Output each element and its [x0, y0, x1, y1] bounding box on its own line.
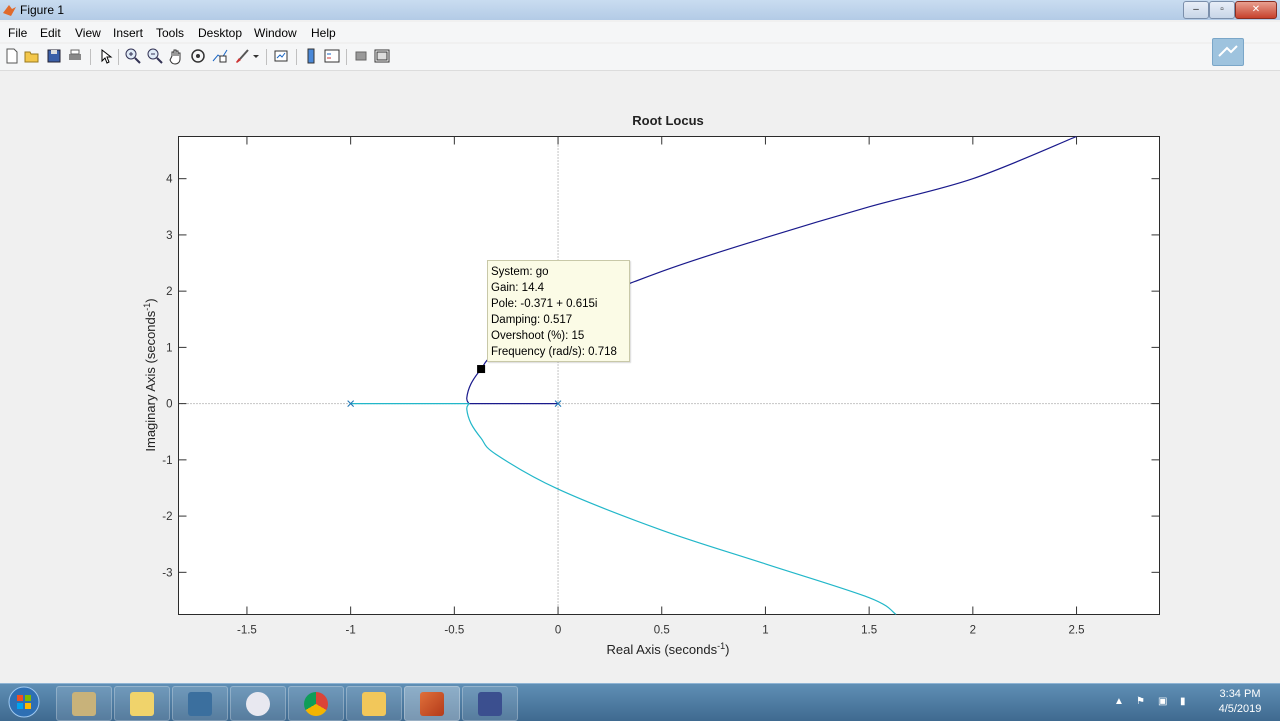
datatip-pole: Pole: -0.371 + 0.615i — [491, 298, 598, 310]
menu-desktop[interactable]: Desktop — [198, 26, 243, 40]
toolbar-separator — [90, 49, 91, 65]
menu-bar: File Edit View Insert Tools Desktop Wind… — [0, 22, 1280, 42]
rotate-icon[interactable] — [189, 47, 207, 65]
datatip-box[interactable]: System: go Gain: 14.4 Pole: -0.371 + 0.6… — [487, 260, 630, 362]
maximize-button[interactable]: ▫ — [1209, 1, 1235, 19]
menu-file[interactable]: File — [8, 26, 28, 40]
locus-branch-2[interactable] — [350, 403, 897, 615]
x-tick-label: 0.5 — [654, 625, 670, 637]
link-icon[interactable] — [272, 47, 290, 65]
y-tick-label: 2 — [166, 286, 172, 298]
matlab-logo-icon — [3, 5, 16, 16]
datatip-marker[interactable] — [477, 365, 486, 374]
y-tick-label: -1 — [162, 455, 172, 467]
taskbar: ▲ ⚑ ▣ ▮ 3:34 PM 4/5/2019 — [0, 683, 1280, 721]
y-tick-label: -2 — [162, 511, 172, 523]
x-axis-label: Real Axis (seconds-1) — [607, 641, 730, 657]
menu-tools[interactable]: Tools — [156, 26, 185, 40]
menu-edit[interactable]: Edit — [40, 26, 61, 40]
y-tick-label: 0 — [166, 399, 172, 411]
file-manager-icon — [188, 692, 212, 716]
print-icon[interactable] — [66, 47, 84, 65]
hide-plot-tools-icon[interactable] — [352, 47, 370, 65]
datatip-gain: Gain: 14.4 — [491, 282, 545, 294]
matlab-icon — [420, 692, 444, 716]
taskbar-app-matlab[interactable] — [404, 686, 460, 721]
pole-marker[interactable] — [347, 400, 355, 408]
save-icon[interactable] — [45, 47, 63, 65]
y-tick-label: 4 — [166, 174, 173, 186]
axes-area[interactable] — [178, 136, 1160, 615]
system-clock[interactable]: 3:34 PM 4/5/2019 — [1205, 687, 1275, 717]
dock-figure-button[interactable] — [1212, 38, 1244, 66]
y-tick-label: -3 — [162, 567, 172, 579]
x-tick-label: 2 — [970, 625, 976, 637]
clock-time: 3:34 PM — [1219, 688, 1261, 700]
title-bar: Figure 1 – ▫ ✕ — [0, 0, 1280, 20]
x-tick-label: -1 — [346, 625, 356, 637]
taskbar-app-itunes[interactable] — [230, 686, 286, 721]
action-center-icon[interactable]: ⚑ — [1136, 696, 1145, 707]
taskbar-app-chrome[interactable] — [288, 686, 344, 721]
menu-help[interactable]: Help — [311, 26, 336, 40]
menu-view[interactable]: View — [75, 26, 101, 40]
chart-title: Root Locus — [632, 113, 704, 128]
new-figure-icon[interactable] — [3, 47, 21, 65]
x-tick-label: 2.5 — [1069, 625, 1085, 637]
window-title: Figure 1 — [20, 3, 65, 17]
x-tick-label: 0 — [555, 625, 561, 637]
volume-icon[interactable]: ▮ — [1180, 696, 1186, 707]
taskbar-app-files[interactable] — [172, 686, 228, 721]
taskbar-app-library[interactable] — [56, 686, 112, 721]
figure-canvas: Root Locus -1.5 -1 -0.5 0 0.5 1 1.5 2 2.5 4 3 2 1 0 -1… — [0, 71, 1280, 683]
y-tick-label: 3 — [166, 230, 172, 242]
folder-icon — [130, 692, 154, 716]
zoom-in-icon[interactable] — [124, 47, 142, 65]
datatip-system: System: go — [491, 266, 549, 278]
toolbar-separator — [296, 49, 297, 65]
datatip-damping: Damping: 0.517 — [491, 314, 573, 326]
explorer-icon — [362, 692, 386, 716]
colorbar-icon[interactable] — [302, 47, 320, 65]
close-button[interactable]: ✕ — [1235, 1, 1277, 19]
menu-insert[interactable]: Insert — [113, 26, 144, 40]
legend-icon[interactable] — [323, 47, 341, 65]
show-plot-tools-icon[interactable] — [373, 47, 391, 65]
recorder-icon — [478, 692, 502, 716]
data-cursor-icon[interactable] — [211, 47, 229, 65]
start-button-icon[interactable] — [4, 685, 44, 720]
brush-icon[interactable] — [233, 47, 251, 65]
minimize-button[interactable]: – — [1183, 1, 1209, 19]
chevron-down-icon[interactable] — [251, 47, 261, 65]
y-tick-label: 1 — [166, 342, 172, 354]
datatip-overshoot: Overshoot (%): 15 — [491, 330, 585, 342]
toolbar-separator — [118, 49, 119, 65]
root-locus-chart[interactable]: Root Locus -1.5 -1 -0.5 0 0.5 1 1.5 2 2.5 4 3 2 1 0 -1… — [0, 71, 1280, 683]
y-axis-label: Imaginary Axis (seconds-1) — [142, 298, 158, 451]
toolbar-separator — [346, 49, 347, 65]
datatip-frequency: Frequency (rad/s): 0.718 — [491, 346, 617, 358]
figure-toolbar — [0, 44, 1280, 71]
clock-date: 4/5/2019 — [1218, 703, 1262, 715]
pole-marker[interactable] — [554, 400, 562, 408]
show-hidden-icons-icon[interactable]: ▲ — [1114, 696, 1124, 707]
x-tick-label: 1 — [762, 625, 768, 637]
x-tick-label: 1.5 — [861, 625, 877, 637]
taskbar-app-folder[interactable] — [114, 686, 170, 721]
dock-arrow-icon — [1218, 45, 1238, 57]
x-tick-label: -1.5 — [237, 625, 257, 637]
taskbar-app-explorer[interactable] — [346, 686, 402, 721]
explorer-library-icon — [72, 692, 96, 716]
open-file-icon[interactable] — [23, 47, 41, 65]
pointer-icon[interactable] — [96, 47, 114, 65]
chrome-icon — [304, 692, 328, 716]
menu-window[interactable]: Window — [254, 26, 297, 40]
itunes-icon — [246, 692, 270, 716]
toolbar-separator — [266, 49, 267, 65]
pan-icon[interactable] — [167, 47, 185, 65]
network-icon[interactable]: ▣ — [1158, 696, 1168, 707]
x-tick-label: -0.5 — [444, 625, 464, 637]
taskbar-app-recorder[interactable] — [462, 686, 518, 721]
zoom-out-icon[interactable] — [146, 47, 164, 65]
